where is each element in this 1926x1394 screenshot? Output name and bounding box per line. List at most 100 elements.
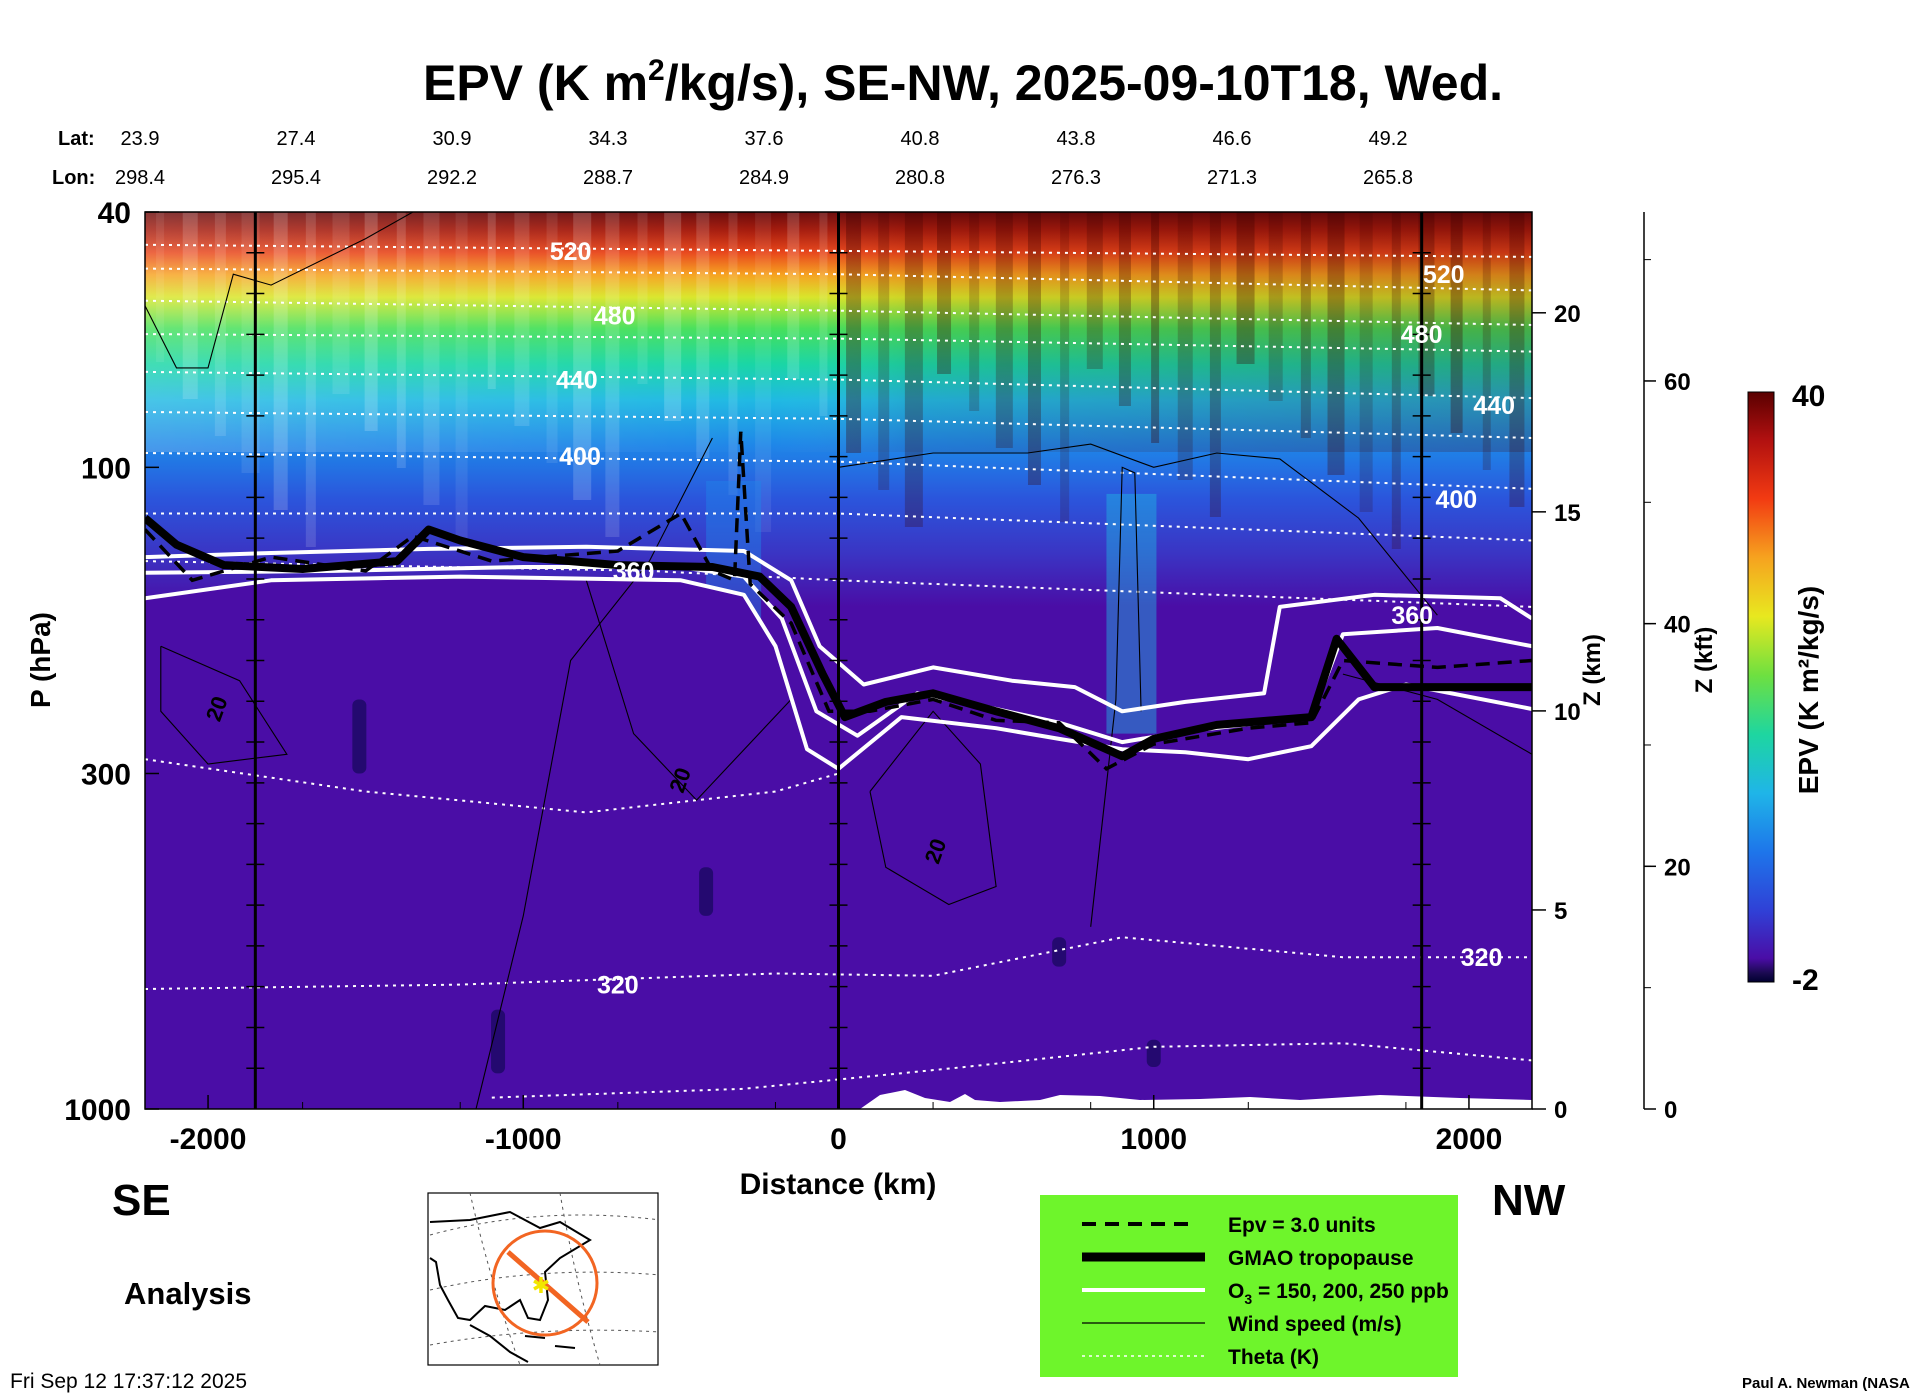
distance-markers	[246, 212, 1431, 1109]
epv-low-patch	[1052, 937, 1067, 967]
epv-streak	[182, 212, 198, 399]
epv-low-patch	[491, 1009, 506, 1074]
chart-title: EPV (K m2/kg/s), SE-NW, 2025-09-10T18, W…	[423, 54, 1503, 111]
epv-streak	[1359, 212, 1373, 512]
lon-label: Lon:	[52, 167, 95, 189]
map-center-marker-icon: ✱	[532, 1273, 550, 1298]
epv-streaks	[156, 212, 1525, 734]
lat-value: 30.9	[433, 128, 472, 150]
epv-streak	[514, 212, 530, 426]
lat-label: Lat:	[58, 128, 95, 150]
theta-contours	[145, 243, 1532, 1099]
x-tick-label: -2000	[170, 1123, 247, 1156]
lon-value: 284.9	[739, 167, 789, 189]
lon-value: 295.4	[271, 167, 321, 189]
lat-value: 37.6	[745, 128, 784, 150]
lon-value: 292.2	[427, 167, 477, 189]
map-islands	[524, 1335, 576, 1349]
epv-streak	[1086, 212, 1103, 369]
epv-streak	[241, 212, 260, 473]
legend: Epv = 3.0 units GMAO tropopause O3 = 150…	[1040, 1195, 1458, 1377]
epv-streak	[396, 212, 406, 468]
epv-streak	[995, 212, 1013, 448]
colorbar-scale	[1747, 391, 1775, 983]
epv-streak	[755, 212, 772, 532]
theta-label: 400	[1435, 486, 1477, 514]
epv-streak	[423, 212, 440, 505]
lon-value: 288.7	[583, 167, 633, 189]
inset-map: ✱	[427, 1192, 659, 1366]
theta-label: 320	[1461, 944, 1503, 972]
epv-streak	[573, 212, 592, 500]
epv-streak	[305, 212, 316, 547]
z-km-tick-label: 20	[1554, 301, 1581, 328]
epv-streak	[1118, 212, 1131, 406]
credit: Paul A. Newman (NASA	[1742, 1375, 1910, 1392]
theta-label: 440	[1473, 392, 1515, 420]
epv-3pvu-line	[145, 431, 1532, 771]
legend-theta-label: Theta (K)	[1228, 1346, 1319, 1369]
lat-value: 49.2	[1369, 128, 1408, 150]
epv-streak	[487, 212, 496, 389]
z-kft-tick-label: 20	[1664, 854, 1691, 881]
colorbar: 40 -2 EPV (K m²/kg/s)	[1747, 380, 1825, 997]
epv-streak	[1268, 212, 1283, 401]
epv-streak	[1300, 212, 1311, 438]
epv-streak	[904, 212, 923, 527]
epv-streak	[332, 212, 350, 394]
lon-value: 265.8	[1363, 167, 1413, 189]
epv-streak	[1391, 212, 1401, 549]
theta-label: 480	[594, 303, 636, 331]
epv-intrusion	[1106, 493, 1157, 734]
lon-value: 271.3	[1207, 167, 1257, 189]
map-graticule	[429, 1329, 658, 1346]
lat-value: 46.6	[1213, 128, 1252, 150]
epv-streak	[819, 212, 828, 416]
lat-value: 43.8	[1057, 128, 1096, 150]
theta-label: 480	[1401, 321, 1443, 349]
x-tick-label: 1000	[1120, 1123, 1187, 1156]
epv-streak	[637, 212, 648, 384]
lat-lon-header: Lat: Lon: 23.9 27.4 30.9 34.3 37.6 40.8 43.8 46…	[52, 128, 1413, 189]
x-axis-label: Distance (km)	[740, 1168, 937, 1201]
epv-low-patch	[1146, 1039, 1161, 1067]
nw-direction-label: NW	[1492, 1176, 1566, 1225]
y-tick-label: 100	[81, 452, 131, 485]
wind-contour	[585, 580, 792, 801]
theta-contour-310	[491, 1042, 1532, 1099]
legend-wind-label: Wind speed (m/s)	[1228, 1313, 1402, 1336]
lon-value: 298.4	[115, 167, 165, 189]
epv-low-patches	[352, 699, 1161, 1074]
z-km-tick-label: 10	[1554, 699, 1581, 726]
lon-value: 276.3	[1051, 167, 1101, 189]
theta-label: 520	[550, 238, 592, 266]
y-tick-label: 40	[98, 197, 131, 230]
epv-streak	[1151, 212, 1160, 443]
epv-streak	[1450, 212, 1463, 433]
epv-streak	[969, 212, 980, 411]
analysis-label: Analysis	[124, 1276, 252, 1311]
theta-contour-320	[145, 936, 1532, 990]
theta-label: 520	[1423, 261, 1465, 289]
wind-contour	[869, 710, 997, 906]
z-kft-tick-label: 60	[1664, 369, 1691, 396]
z-km-axis: 0 5 10 15 20	[1532, 301, 1581, 1124]
x-axis: -2000 -1000 0 1000 2000	[144, 1095, 1502, 1156]
epv-streak	[1027, 212, 1041, 485]
wind-contour	[1090, 466, 1142, 927]
map-coastline	[469, 1324, 529, 1363]
epv-streak	[605, 212, 620, 537]
x-tick-label: -1000	[485, 1123, 562, 1156]
map-graticule	[429, 1271, 658, 1291]
epv-streak	[156, 212, 165, 362]
map-graticule	[429, 1214, 658, 1236]
x-tick-label: 0	[830, 1123, 847, 1156]
colorbar-max-label: 40	[1792, 380, 1825, 413]
se-direction-label: SE	[112, 1176, 171, 1225]
z-kft-axis: 0 20 40 60	[1644, 259, 1691, 1124]
wind-contour	[160, 645, 288, 765]
legend-epv-label: Epv = 3.0 units	[1228, 1214, 1376, 1237]
map-cross-section-track	[506, 1250, 590, 1324]
theta-label: 360	[1391, 602, 1433, 630]
epv-low-patch	[699, 867, 714, 916]
